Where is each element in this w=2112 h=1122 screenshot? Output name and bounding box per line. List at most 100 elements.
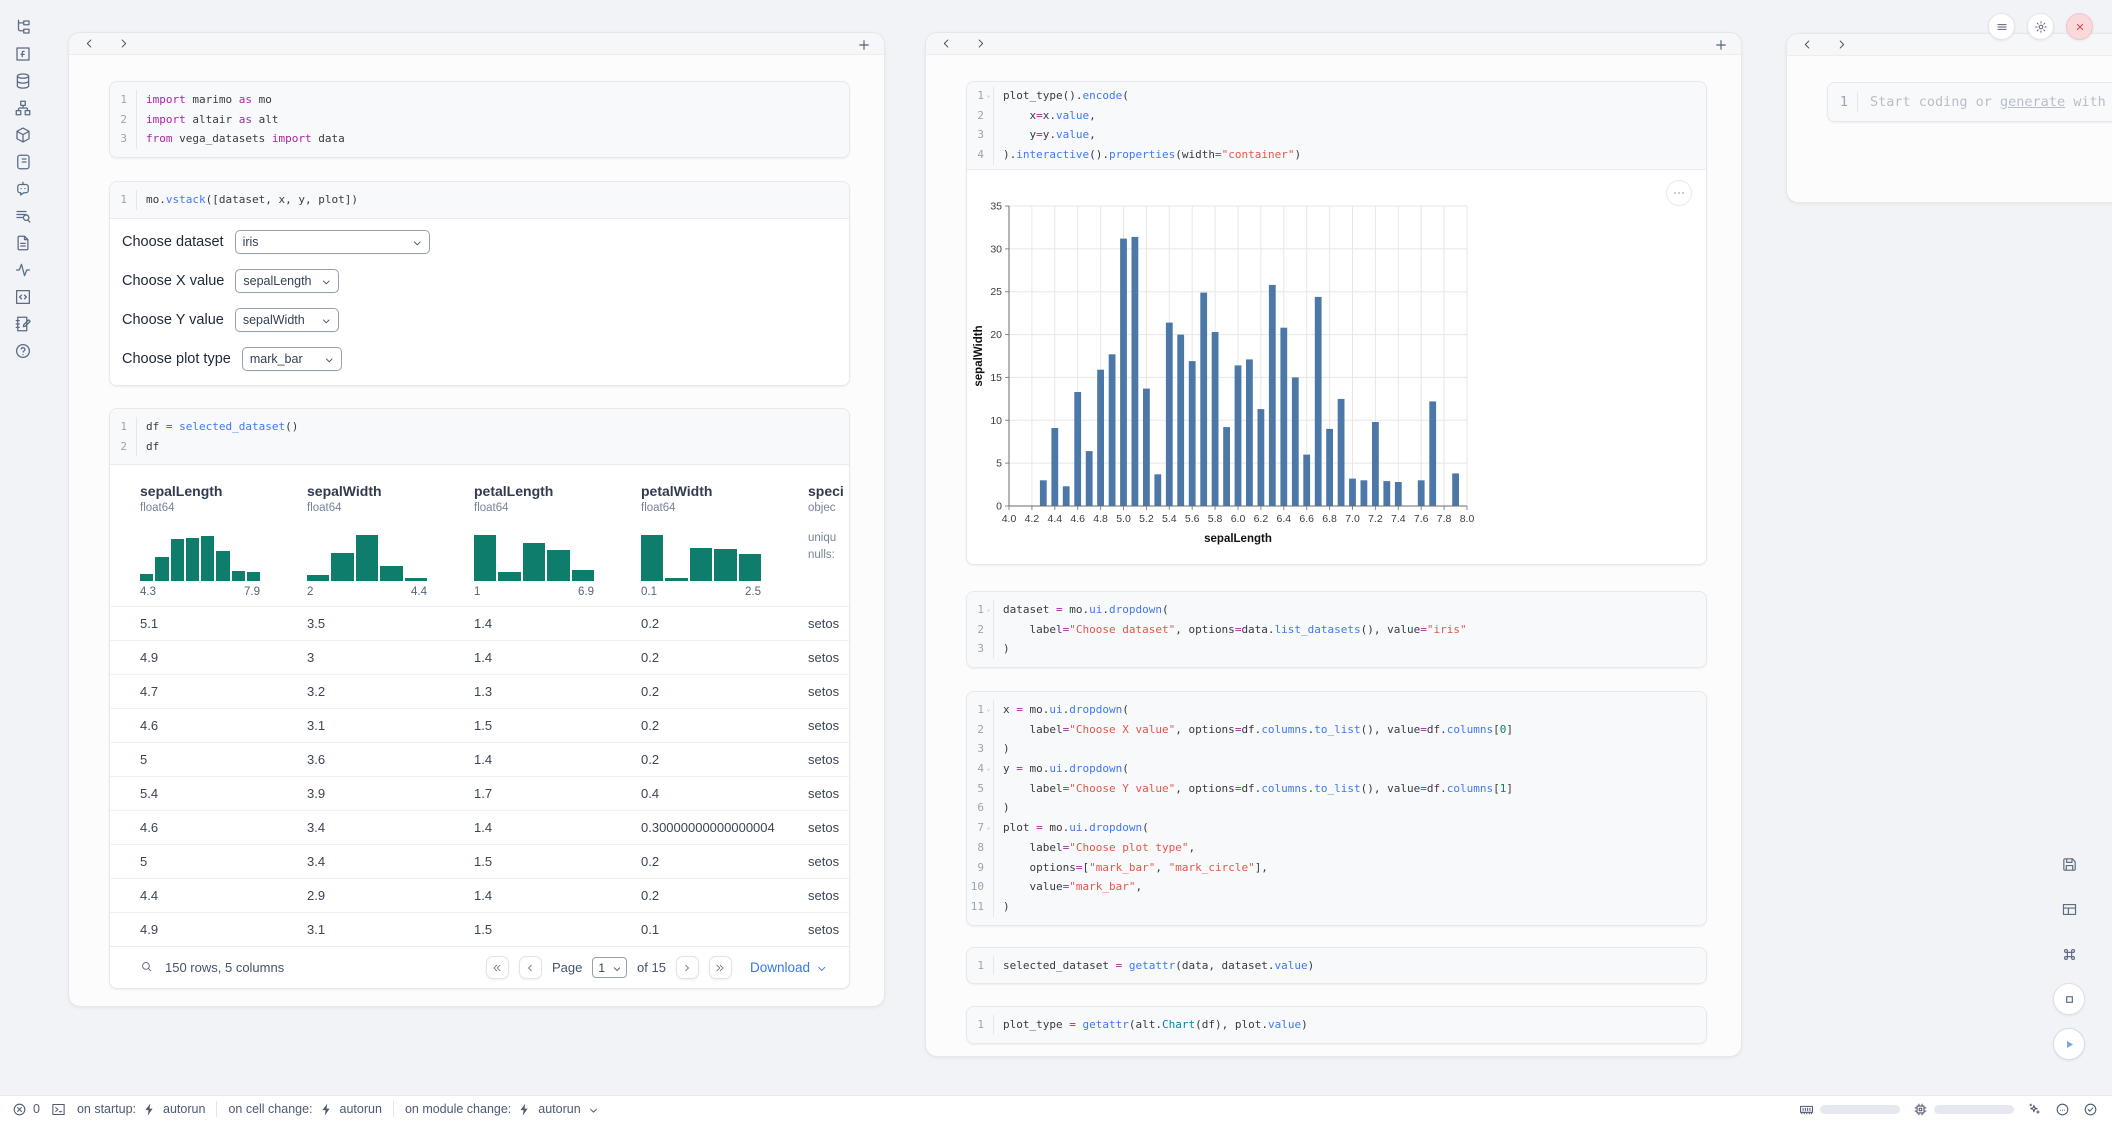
table-row[interactable]: 5.43.91.70.4setos xyxy=(110,776,849,810)
generate-with-ai-link[interactable]: generate xyxy=(2000,94,2065,110)
app-controls xyxy=(1988,13,2093,40)
notebook-menu-button[interactable] xyxy=(1988,13,2015,40)
code-editor-chart[interactable]: 1⌄plot_type().encode(2 x=x.value,3 y=y.v… xyxy=(967,82,1706,169)
table-row[interactable]: 4.42.91.40.2setos xyxy=(110,878,849,912)
column-scroll-right-icon[interactable] xyxy=(1835,38,1849,52)
interrupt-button[interactable] xyxy=(2053,983,2085,1015)
table-row[interactable]: 53.61.40.2setos xyxy=(110,742,849,776)
table-row[interactable]: 4.93.11.50.1setos xyxy=(110,912,849,946)
choose-dataset-label: Choose dataset xyxy=(122,234,224,250)
table-column-header[interactable]: sepalWidthfloat6424.4 xyxy=(307,465,474,606)
bolt-icon xyxy=(517,1102,532,1117)
check-circle-icon xyxy=(2083,1102,2098,1117)
database-icon[interactable] xyxy=(10,72,36,90)
code-editor-df[interactable]: 1df = selected_dataset()2df xyxy=(110,409,849,464)
dependencies-icon[interactable] xyxy=(10,99,36,117)
file-tree-icon[interactable] xyxy=(10,18,36,36)
column-scroll-right-icon[interactable] xyxy=(117,37,131,51)
settings-button[interactable] xyxy=(2027,13,2054,40)
line-number: 9 xyxy=(977,858,984,878)
terminal-button[interactable] xyxy=(51,1102,66,1117)
column-scroll-left-icon[interactable] xyxy=(83,37,97,51)
runtime-config-1[interactable]: on startup:autorun xyxy=(77,1102,205,1117)
table-column-header[interactable]: petalWidthfloat640.12.5 xyxy=(641,465,808,606)
errors-indicator[interactable]: 0 xyxy=(12,1102,40,1117)
altair-bar-chart[interactable]: 4.04.24.44.64.85.05.25.45.65.86.06.26.46… xyxy=(971,194,1706,552)
last-page-button[interactable] xyxy=(709,956,732,979)
download-button[interactable]: Download xyxy=(750,960,827,975)
code-editor-imports[interactable]: 1import marimo as mo2import altair as al… xyxy=(110,82,849,157)
code-line: 7⌄plot = mo.ui.dropdown( xyxy=(967,818,1698,838)
code-editor-vstack[interactable]: 1mo.vstack([dataset, x, y, plot]) xyxy=(110,182,849,218)
fold-chevron-icon[interactable]: ⌄ xyxy=(984,86,993,106)
table-row[interactable]: 53.41.50.2setos xyxy=(110,844,849,878)
chevron-down-icon xyxy=(411,237,422,248)
choose-y-value-select[interactable]: sepalWidth xyxy=(235,308,339,332)
choose-plot-type-select[interactable]: mark_bar xyxy=(242,347,342,371)
cpu-usage xyxy=(1913,1102,2014,1117)
code-editor-dataset[interactable]: 1⌄dataset = mo.ui.dropdown(2 label="Choo… xyxy=(967,592,1706,667)
table-column-header[interactable]: speciobjecuniqunulls: xyxy=(808,465,849,606)
scratchpad-icon[interactable] xyxy=(10,315,36,333)
chatbot-icon[interactable] xyxy=(10,180,36,198)
snippets-icon[interactable] xyxy=(10,288,36,306)
table-column-header[interactable]: sepalLengthfloat644.37.9 xyxy=(140,465,307,606)
table-row[interactable]: 4.73.21.30.2setos xyxy=(110,674,849,708)
svg-text:5.6: 5.6 xyxy=(1185,513,1200,525)
shutdown-button[interactable] xyxy=(2066,13,2093,40)
code-editor-plot-type[interactable]: 1plot_type = getattr(alt.Chart(df), plot… xyxy=(967,1007,1706,1043)
first-page-button[interactable] xyxy=(486,956,509,979)
line-number: 4 xyxy=(977,759,984,779)
column-histogram xyxy=(641,527,761,581)
prev-page-button[interactable] xyxy=(519,956,542,979)
runtime-config-3[interactable]: on module change:autorun xyxy=(405,1102,600,1117)
save-button[interactable] xyxy=(2053,848,2085,880)
code-editor-controls[interactable]: 1⌄x = mo.ui.dropdown(2 label="Choose X v… xyxy=(967,692,1706,925)
add-cell-button[interactable] xyxy=(856,37,870,51)
empty-cell-editor[interactable]: 1 Start coding or generate with xyxy=(1828,83,2112,121)
table-row[interactable]: 4.63.41.40.30000000000000004setos xyxy=(110,810,849,844)
choose-plot-type-label: Choose plot type xyxy=(122,351,231,367)
choose-x-value-select[interactable]: sepalLength xyxy=(235,269,339,293)
help-icon[interactable] xyxy=(10,342,36,360)
outline-icon[interactable] xyxy=(10,207,36,225)
fold-chevron-icon[interactable]: ⌄ xyxy=(984,818,993,838)
ai-assist-button[interactable] xyxy=(2027,1102,2042,1117)
connection-status[interactable] xyxy=(2083,1102,2098,1117)
column-scroll-left-icon[interactable] xyxy=(1801,38,1815,52)
table-row[interactable]: 4.931.40.2setos xyxy=(110,640,849,674)
table-row[interactable]: 4.63.11.50.2setos xyxy=(110,708,849,742)
fold-chevron-icon[interactable]: ⌄ xyxy=(984,700,993,720)
search-icon[interactable] xyxy=(140,960,155,975)
chart-actions-button[interactable] xyxy=(1666,180,1692,206)
code-line: 1⌄plot_type().encode( xyxy=(967,86,1698,106)
table-column-header[interactable]: petalLengthfloat6416.9 xyxy=(474,465,641,606)
code-editor-selected-dataset[interactable]: 1selected_dataset = getattr(data, datase… xyxy=(967,948,1706,984)
svg-text:20: 20 xyxy=(990,329,1002,341)
next-page-button[interactable] xyxy=(676,956,699,979)
packages-icon[interactable] xyxy=(10,126,36,144)
fold-chevron-icon[interactable]: ⌄ xyxy=(984,600,993,620)
fold-chevron-icon[interactable]: ⌄ xyxy=(984,759,993,779)
page-select[interactable]: 1 xyxy=(592,957,627,978)
code-line: 8 label="Choose plot type", xyxy=(967,838,1698,858)
functions-icon[interactable] xyxy=(10,45,36,63)
tracing-icon[interactable] xyxy=(10,261,36,279)
column-2-header xyxy=(926,33,1741,55)
choose-dataset-select[interactable]: iris xyxy=(235,230,430,254)
documentation-icon[interactable] xyxy=(10,234,36,252)
code-line: 1⌄dataset = mo.ui.dropdown( xyxy=(967,600,1698,620)
add-cell-button[interactable] xyxy=(1713,37,1727,51)
layout-toggle-button[interactable] xyxy=(2053,893,2085,925)
code-line: 3 y=y.value, xyxy=(967,125,1698,145)
runtime-config-2[interactable]: on cell change:autorun xyxy=(228,1102,382,1117)
line-number: 10 xyxy=(971,877,984,897)
column-scroll-right-icon[interactable] xyxy=(974,37,988,51)
status-bar: 0 on startup:autorun on cell change:autor… xyxy=(0,1095,2112,1122)
copilot-button[interactable] xyxy=(2055,1102,2070,1117)
column-scroll-left-icon[interactable] xyxy=(940,37,954,51)
logs-icon[interactable] xyxy=(10,153,36,171)
keyboard-shortcuts-button[interactable] xyxy=(2053,938,2085,970)
run-all-button[interactable] xyxy=(2053,1028,2085,1060)
table-row[interactable]: 5.13.51.40.2setos xyxy=(110,606,849,640)
